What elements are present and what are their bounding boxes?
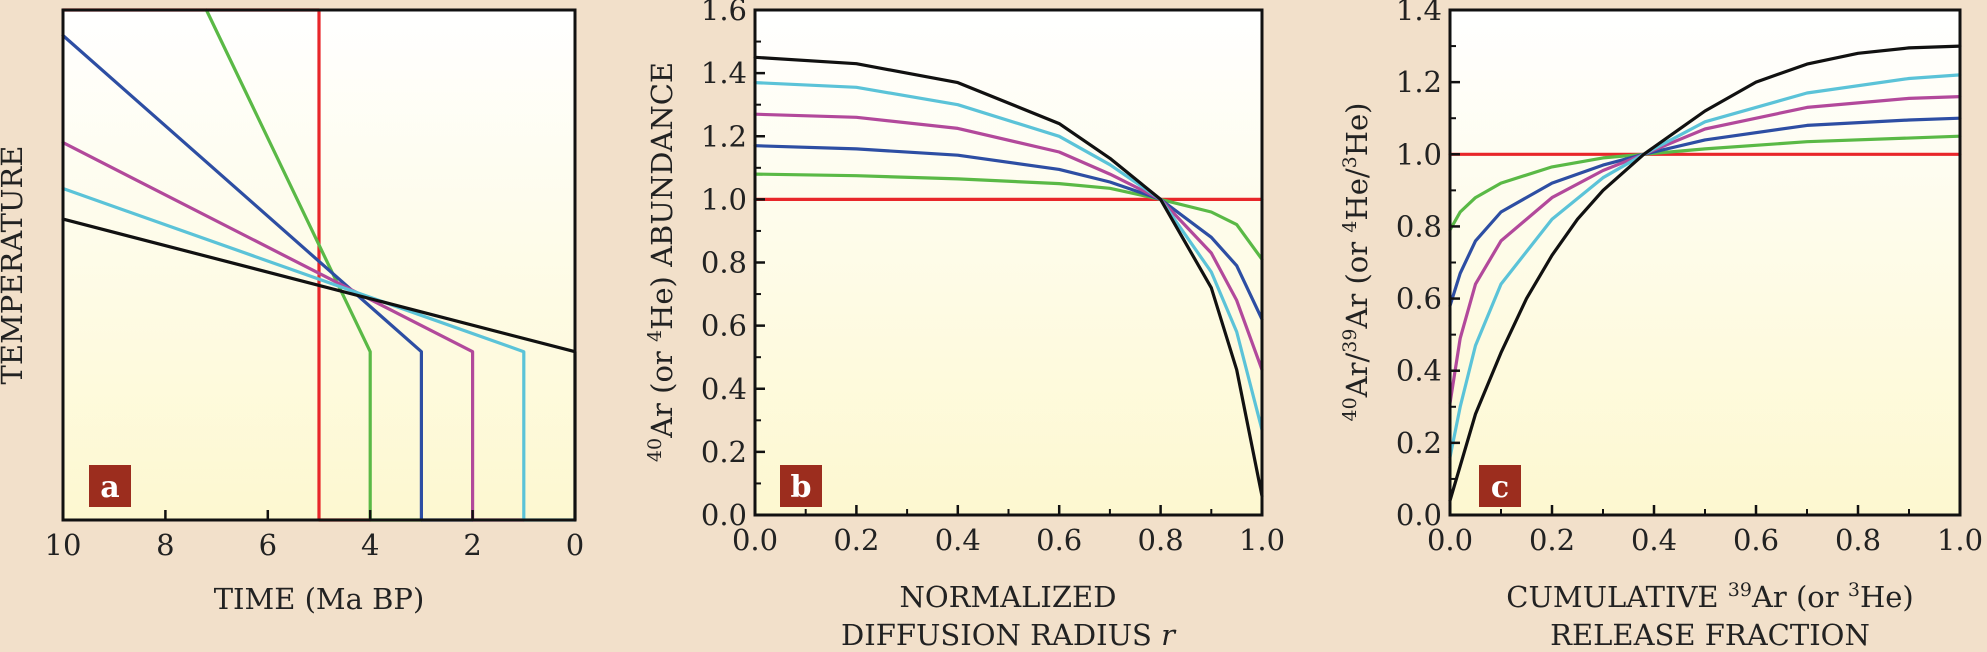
x-tick-label: 0.0 <box>1427 523 1473 557</box>
ylabel-superscript: 4 <box>1339 221 1361 233</box>
ylabel-superscript: 3 <box>1339 156 1361 168</box>
y-tick-label: 0.2 <box>701 435 747 469</box>
panel-c: 0.0 0.2 0.4 0.6 0.8 1.0 0.0 0.2 0.4 0.6 0.8 1.0 1.2 1… <box>1339 0 1983 652</box>
series-line-cyan <box>753 80 1264 432</box>
series-line-cyan <box>1448 73 1962 459</box>
x-tick-label: 0.8 <box>1835 523 1881 557</box>
y-tick-label: 0.2 <box>1396 426 1442 460</box>
x-tick-label: 4 <box>361 528 379 562</box>
ylabel-text: He) <box>1340 102 1374 156</box>
series-line-blue <box>1448 116 1962 308</box>
y-tick-label: 0.4 <box>701 372 747 406</box>
panel-c-plot-area <box>1450 10 1960 515</box>
y-tick-label: 0.8 <box>701 246 747 280</box>
y-tick-label: 1.2 <box>1396 65 1442 99</box>
ylabel-text: He) ABUNDANCE <box>645 62 679 330</box>
ylabel-superscript: 40 <box>1339 397 1361 421</box>
y-tick-label: 1.0 <box>1396 137 1442 171</box>
panel-a: 10 8 6 4 2 0 TEMPERATURE TIME (Ma BP) a <box>0 8 584 616</box>
panel-c-x-axis-label-line2: RELEASE FRACTION <box>1550 618 1870 652</box>
panel-a-badge <box>89 465 131 507</box>
y-tick-label: 1.4 <box>701 56 747 90</box>
panel-c-series <box>1448 44 1962 503</box>
panel-a-y-axis-label: TEMPERATURE <box>0 146 29 385</box>
panel-b-axes: 0.0 0.2 0.4 0.6 0.8 1.0 0.0 0.2 0.4 0.6 0.8 1.0 1.2 1… <box>701 0 1285 557</box>
panel-c-y-axis-label: 40Ar/39Ar (or 4He/3He) <box>1339 102 1374 421</box>
y-tick-label: 0.8 <box>1396 209 1442 243</box>
panel-b-series <box>753 55 1264 498</box>
panel-b-x-axis-label-line1: NORMALIZED <box>900 580 1117 614</box>
series-line-green <box>753 172 1264 261</box>
xlabel-italic-r: r <box>1161 618 1177 652</box>
ylabel-text: He/ <box>1340 168 1374 220</box>
panel-b: 0.0 0.2 0.4 0.6 0.8 1.0 0.0 0.2 0.4 0.6 0.8 1.0 1.2 1… <box>644 0 1285 652</box>
ylabel-superscript: 39 <box>1339 329 1361 353</box>
panel-a-frame <box>61 8 577 522</box>
xlabel-text: DIFFUSION RADIUS <box>841 618 1161 652</box>
x-tick-label: 0.2 <box>833 523 879 557</box>
y-tick-label: 1.6 <box>701 0 747 27</box>
y-tick-label: 0.0 <box>1396 498 1442 532</box>
ylabel-text: Ar (or <box>1340 233 1374 330</box>
panel-c-badge <box>1479 465 1521 507</box>
panel-c-axes: 0.0 0.2 0.4 0.6 0.8 1.0 0.0 0.2 0.4 0.6 0.8 1.0 1.2 1… <box>1396 0 1983 557</box>
y-tick-label: 1.4 <box>1396 0 1442 27</box>
panel-c-badge-label: c <box>1491 470 1509 505</box>
series-line-magenta <box>1448 94 1962 405</box>
panel-c-x-axis-label-line1: CUMULATIVE 39Ar (or 3He) <box>1506 579 1913 614</box>
x-tick-label: 0.2 <box>1529 523 1575 557</box>
x-tick-label: 6 <box>259 528 277 562</box>
x-tick-label: 0.8 <box>1138 523 1184 557</box>
x-tick-label: 0.6 <box>1036 523 1082 557</box>
xlabel-text: CUMULATIVE <box>1506 580 1728 614</box>
y-tick-label: 1.0 <box>701 182 747 216</box>
xlabel-superscript: 39 <box>1728 579 1752 601</box>
ylabel-superscript: 40 <box>644 438 666 462</box>
series-line-magenta <box>753 112 1264 372</box>
series-line-black <box>753 55 1264 498</box>
panel-a-x-axis: 10 8 6 4 2 0 <box>45 510 584 562</box>
y-tick-label: 0.0 <box>701 498 747 532</box>
panel-b-x-axis-label-line2: DIFFUSION RADIUS r <box>841 618 1177 652</box>
x-tick-label: 8 <box>156 528 174 562</box>
x-tick-label: 1.0 <box>1239 523 1285 557</box>
x-tick-label: 0.4 <box>1631 523 1677 557</box>
ylabel-superscript: 4 <box>644 330 666 342</box>
series-line-green <box>1448 134 1962 232</box>
x-tick-label: 0.0 <box>732 523 778 557</box>
y-tick-label: 1.2 <box>701 119 747 153</box>
xlabel-text: Ar (or <box>1751 580 1848 614</box>
y-tick-label: 0.6 <box>701 309 747 343</box>
panel-b-plot-area <box>755 10 1262 515</box>
panel-b-badge-label: b <box>791 470 812 505</box>
panel-b-y-axis-label: 40Ar (or 4He) ABUNDANCE <box>644 62 679 462</box>
panel-b-badge <box>780 465 822 507</box>
ylabel-text: Ar (or <box>645 342 679 439</box>
y-tick-label: 0.4 <box>1396 354 1442 388</box>
x-tick-label: 10 <box>45 528 82 562</box>
xlabel-text: He) <box>1860 580 1914 614</box>
series-line-black <box>1448 44 1962 503</box>
ylabel-text: Ar/ <box>1340 353 1374 399</box>
x-tick-label: 0.4 <box>935 523 981 557</box>
xlabel-superscript: 3 <box>1848 579 1860 601</box>
x-tick-label: 2 <box>463 528 481 562</box>
x-tick-label: 0.6 <box>1733 523 1779 557</box>
x-tick-label: 1.0 <box>1937 523 1983 557</box>
series-line-blue <box>753 144 1264 321</box>
panel-a-badge-label: a <box>100 470 119 505</box>
panel-a-x-axis-label: TIME (Ma BP) <box>214 582 425 616</box>
y-tick-label: 0.6 <box>1396 282 1442 316</box>
x-tick-label: 0 <box>566 528 584 562</box>
